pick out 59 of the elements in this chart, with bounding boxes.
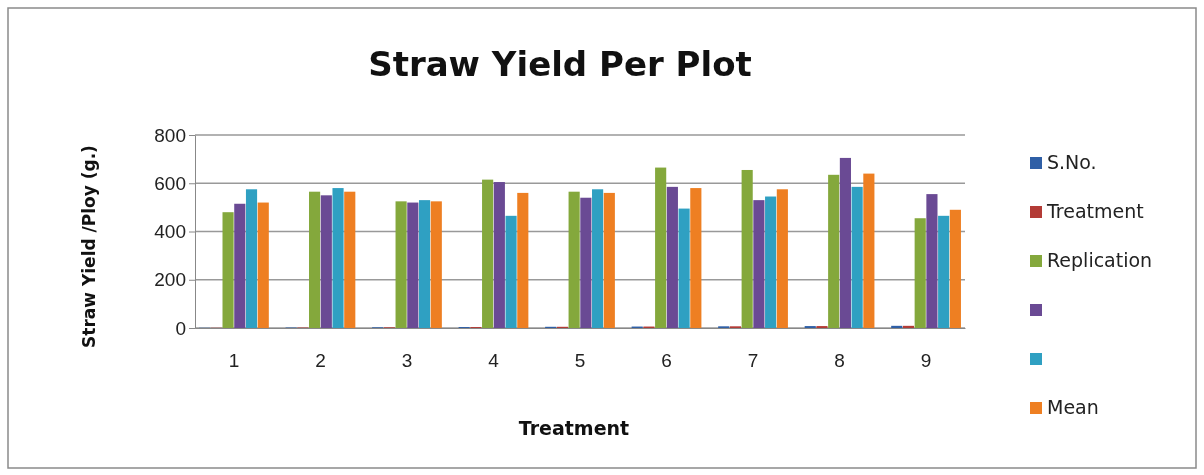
- bar: [753, 200, 765, 328]
- bar: [418, 200, 431, 328]
- bar: [776, 189, 788, 328]
- x-axis-title: Treatment: [518, 417, 630, 439]
- bar: [863, 173, 875, 328]
- bar: [482, 179, 494, 328]
- bar: [395, 201, 407, 328]
- bar: [430, 201, 442, 328]
- bar: [765, 196, 777, 328]
- bar: [926, 194, 938, 328]
- legend-label: Mean: [1047, 396, 1099, 418]
- x-tick-label: 9: [920, 350, 932, 372]
- x-tick-label: 3: [401, 350, 413, 372]
- bar: [592, 189, 604, 328]
- bar: [851, 186, 863, 328]
- x-tick-label: 8: [834, 350, 845, 372]
- bar: [332, 188, 344, 328]
- bar: [603, 192, 615, 328]
- bar: [839, 157, 851, 328]
- bar: [344, 191, 356, 328]
- bar: [568, 191, 580, 328]
- legend-label: S.No.: [1047, 151, 1097, 173]
- bar: [580, 197, 592, 328]
- bar: [741, 169, 753, 328]
- bar: [493, 182, 505, 328]
- x-tick-label: 7: [747, 350, 759, 372]
- x-tick-label: 5: [574, 350, 586, 372]
- legend-label: Replication: [1047, 249, 1153, 271]
- x-tick-label: 2: [315, 350, 326, 372]
- bar: [257, 202, 269, 328]
- bar: [407, 202, 419, 328]
- y-axis-title: Straw Yield /Ploy (g.): [79, 145, 99, 348]
- bar: [828, 174, 840, 328]
- bar: [914, 218, 926, 328]
- y-tick-label: 0: [175, 317, 186, 339]
- bar: [234, 203, 246, 328]
- x-tick-label: 6: [661, 350, 672, 372]
- x-tick-label: 1: [228, 350, 240, 372]
- bar: [891, 325, 903, 328]
- chart-title: Straw Yield Per Plot: [368, 44, 752, 84]
- bar: [938, 215, 950, 328]
- bar: [222, 212, 234, 328]
- bar: [505, 215, 517, 328]
- y-tick-label: 600: [154, 172, 186, 194]
- bar: [949, 209, 961, 328]
- bar: [690, 188, 702, 328]
- bar: [902, 325, 915, 328]
- x-tick-label: 4: [488, 350, 500, 372]
- bar: [320, 195, 332, 328]
- bar: [666, 186, 678, 328]
- bar: [655, 167, 667, 328]
- legend-label: Treatment: [1046, 200, 1144, 222]
- y-tick-label: 400: [154, 221, 186, 243]
- y-tick-label: 800: [154, 124, 186, 146]
- bar: [678, 208, 690, 328]
- y-tick-label: 200: [154, 269, 186, 291]
- bar: [517, 192, 529, 328]
- bar: [309, 191, 321, 328]
- bar: [245, 189, 258, 328]
